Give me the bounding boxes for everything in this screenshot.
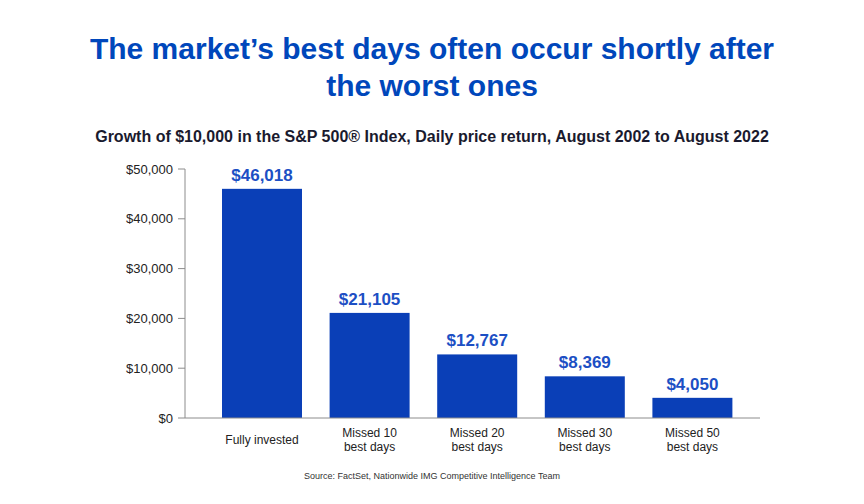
- x-axis: [185, 418, 760, 419]
- y-tick: [178, 169, 185, 170]
- x-tick-label-line: best days: [559, 440, 610, 454]
- y-tick: [178, 418, 185, 419]
- x-tick-label-line: Missed 50: [665, 426, 720, 440]
- bar: [545, 376, 625, 418]
- y-tick-label: $0: [159, 411, 173, 426]
- chart: Growth of $10,000 in the S&P 500® Index,…: [0, 0, 864, 504]
- y-tick-label: $30,000: [126, 261, 173, 276]
- title: The market’s best days often occur short…: [82, 30, 782, 104]
- x-tick-label-line: Fully invested: [225, 433, 298, 447]
- source: Source: FactSet, Nationwide IMG Competit…: [304, 471, 560, 481]
- x-tick-label: Missed 50best days: [665, 426, 720, 454]
- x-tick-label: Fully invested: [225, 433, 298, 447]
- bar: [330, 313, 410, 418]
- y-tick-label: $40,000: [126, 211, 173, 226]
- y-tick-label: $20,000: [126, 311, 173, 326]
- bar: [652, 398, 732, 418]
- x-tick-label-line: Missed 20: [450, 426, 505, 440]
- x-tick-label-line: best days: [344, 440, 395, 454]
- bar: [437, 354, 517, 418]
- data-label: $8,369: [559, 353, 611, 372]
- x-tick-label-line: best days: [452, 440, 503, 454]
- y-tick: [178, 368, 185, 369]
- y-tick-label: $50,000: [126, 162, 173, 177]
- x-tick-label: Missed 30best days: [557, 426, 612, 454]
- data-label: $46,018: [231, 166, 292, 185]
- data-label: $21,105: [339, 290, 400, 309]
- data-label: $12,767: [446, 331, 507, 350]
- bar: [222, 189, 302, 418]
- y-tick-label: $10,000: [126, 361, 173, 376]
- x-tick-label-line: Missed 10: [342, 426, 397, 440]
- y-tick: [178, 268, 185, 269]
- x-tick-label-line: Missed 30: [557, 426, 612, 440]
- y-axis: [185, 169, 186, 418]
- data-label: $4,050: [666, 375, 718, 394]
- y-tick: [178, 218, 185, 219]
- x-tick-label-line: best days: [667, 440, 718, 454]
- y-tick: [178, 318, 185, 319]
- x-tick-label: Missed 10best days: [342, 426, 397, 454]
- subtitle: Growth of $10,000 in the S&P 500® Index,…: [95, 128, 769, 145]
- x-tick-label: Missed 20best days: [450, 426, 505, 454]
